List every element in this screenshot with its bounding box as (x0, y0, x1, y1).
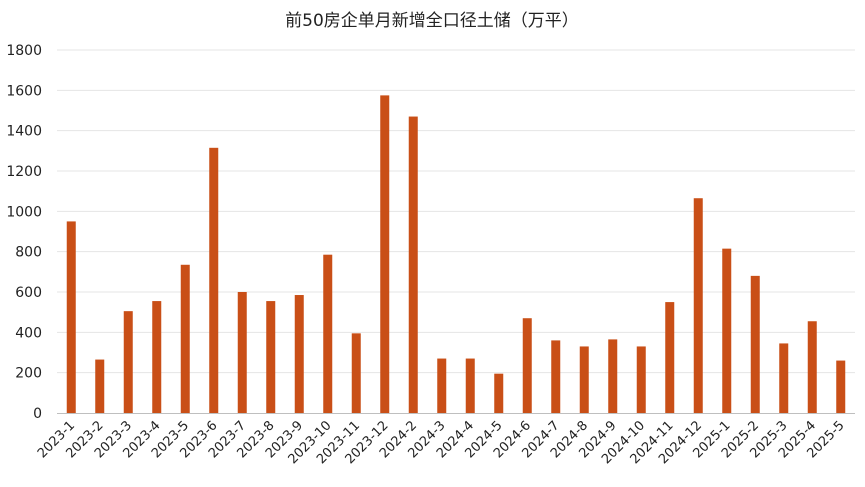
y-tick-label: 1400 (6, 124, 42, 140)
bar (437, 358, 447, 413)
y-tick-label: 1200 (6, 164, 42, 180)
y-tick-label: 200 (15, 366, 42, 382)
bar (408, 116, 418, 414)
y-tick-label: 400 (15, 325, 42, 341)
bar (693, 198, 703, 413)
bar (608, 339, 618, 413)
bar (66, 221, 76, 413)
y-tick-label: 800 (15, 245, 42, 261)
bar (722, 248, 732, 413)
y-tick-label: 1000 (6, 204, 42, 220)
bar (522, 318, 532, 413)
bar (380, 95, 390, 413)
bar (465, 358, 475, 413)
y-tick-label: 0 (33, 406, 42, 422)
bar (807, 321, 817, 413)
bar (123, 311, 133, 413)
bar (636, 346, 646, 413)
y-tick-label: 1800 (6, 43, 42, 59)
bar (180, 264, 190, 413)
bar (779, 343, 789, 413)
chart-title: 前50房企单月新增全口径土储（万平） (285, 11, 579, 31)
bar (836, 360, 846, 413)
bar (579, 346, 589, 413)
bar (294, 295, 304, 413)
bar (551, 340, 561, 413)
x-axis-ticks: 2023-12023-22023-32023-42023-52023-62023… (35, 418, 848, 467)
bar (209, 147, 219, 413)
bar (351, 333, 361, 413)
bar (152, 301, 162, 413)
bars (66, 95, 846, 414)
bar (237, 292, 247, 413)
bar (95, 359, 105, 413)
y-tick-label: 1600 (6, 83, 42, 99)
bar (665, 302, 675, 413)
bar (266, 301, 276, 413)
bar (494, 373, 504, 413)
bar (323, 254, 333, 413)
gridlines (57, 49, 855, 374)
y-axis-ticks: 0 200 400 600 800 1000 1200 1400 1600 1800 (6, 43, 42, 422)
y-tick-label: 600 (15, 285, 42, 301)
bar (750, 275, 760, 413)
